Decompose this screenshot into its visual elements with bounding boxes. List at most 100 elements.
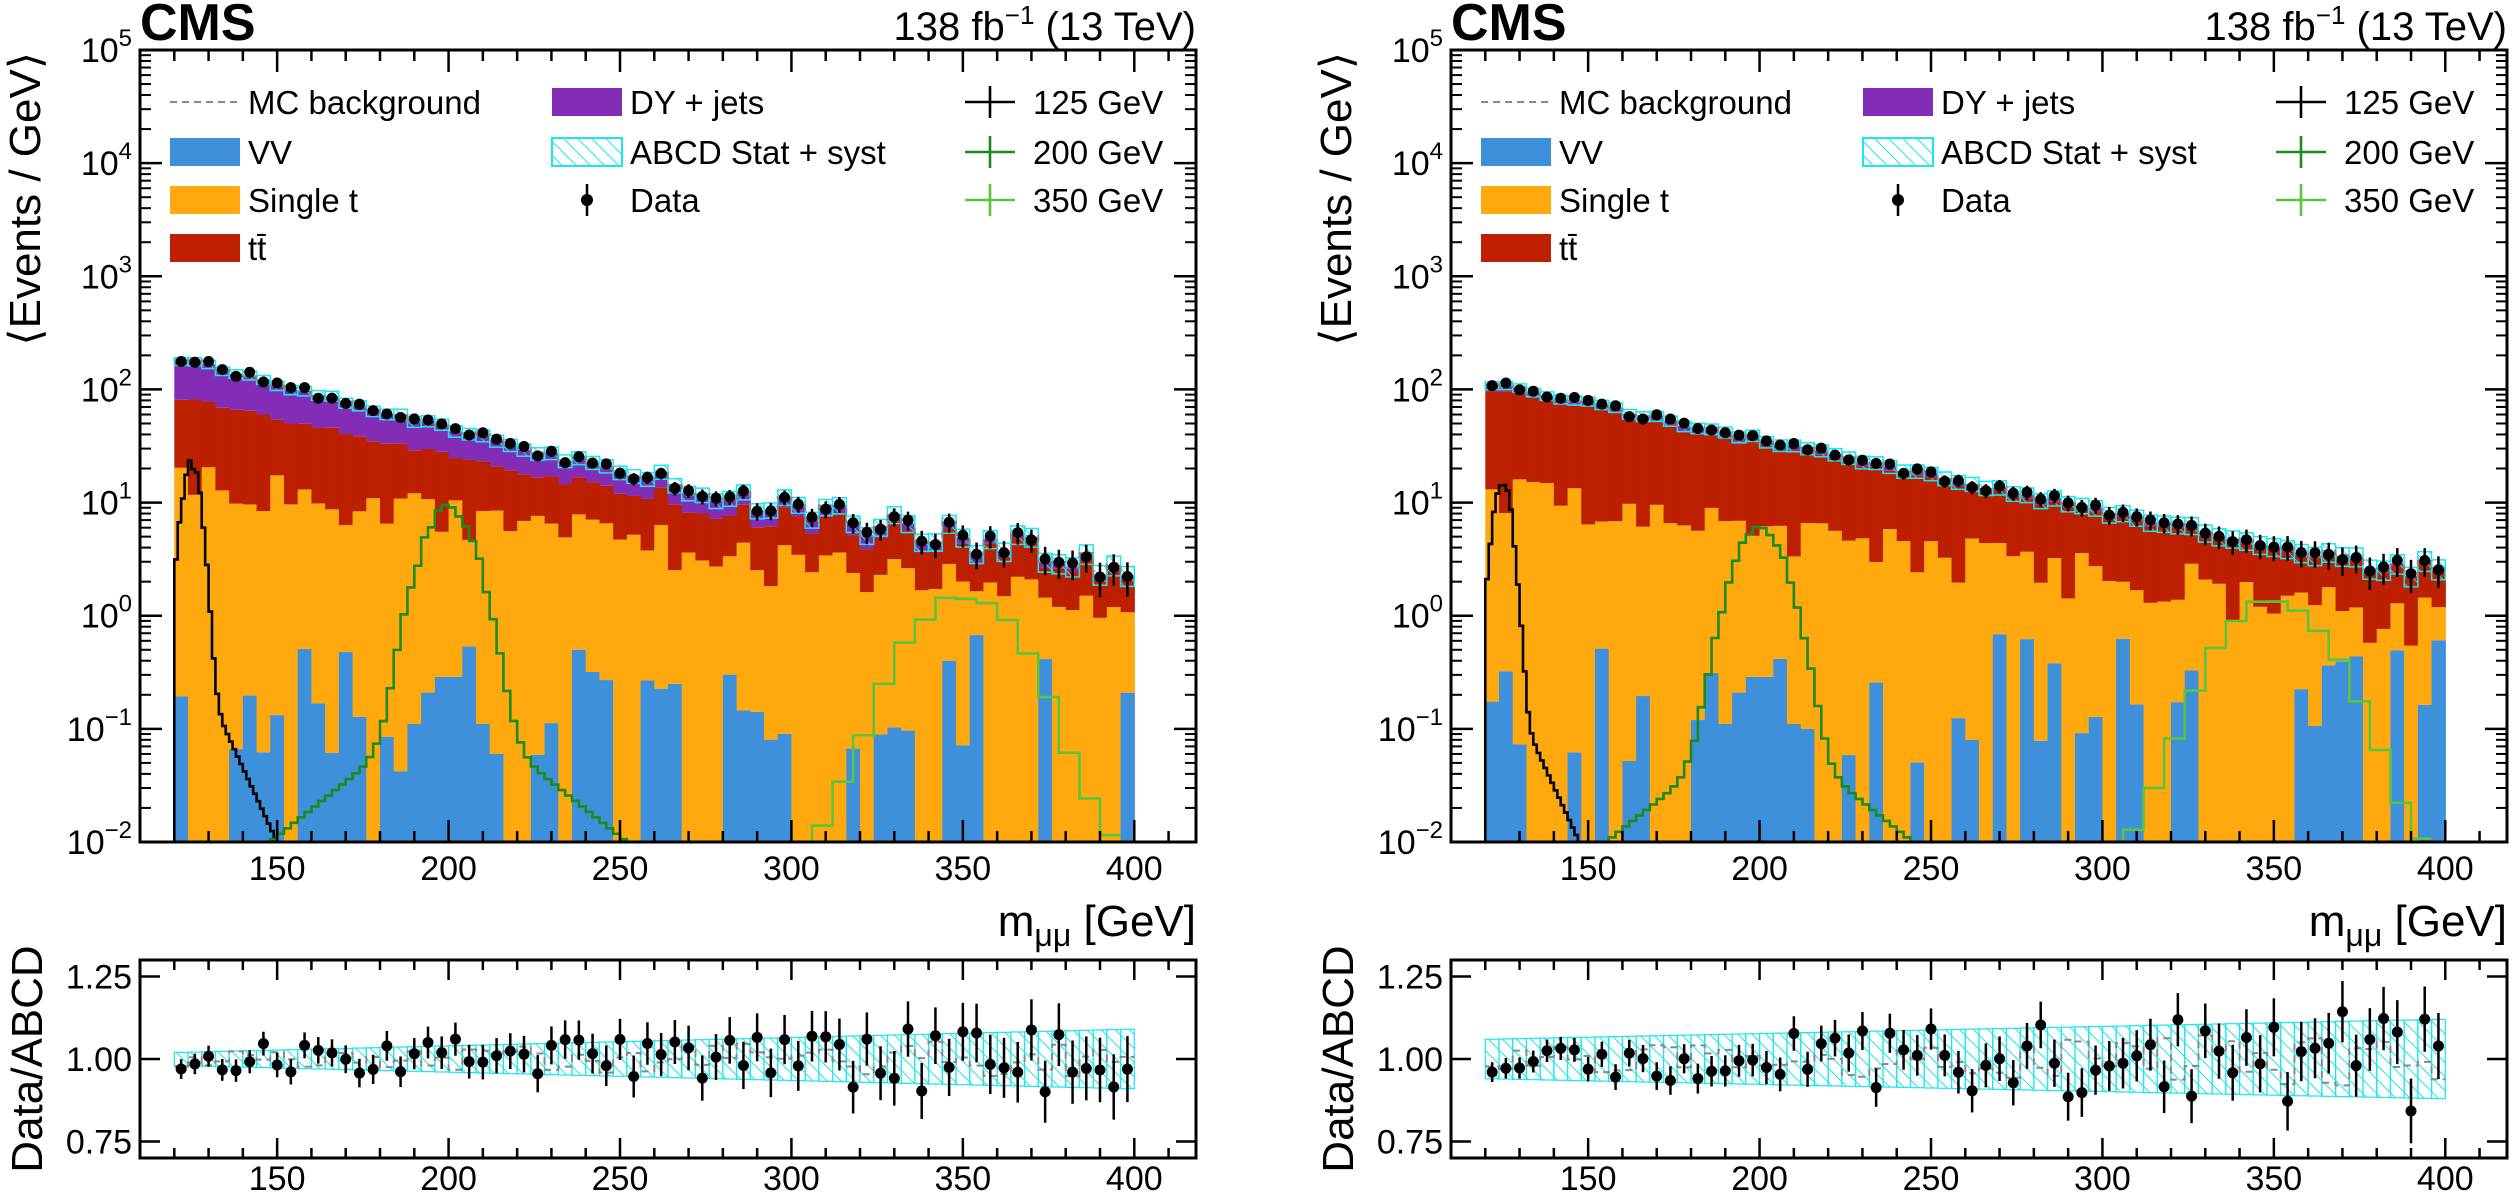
bar-ttbar (873, 537, 889, 575)
data-point (1596, 398, 1608, 410)
bar-vv (1120, 692, 1135, 842)
bar-single_t (914, 590, 930, 842)
data-point (929, 538, 941, 550)
data-point (1094, 571, 1106, 583)
ratio-y-tick-label: 0.75 (66, 1124, 132, 1162)
ratio-point (326, 1047, 338, 1059)
bar-ttbar (914, 551, 930, 591)
bar-single_t (1937, 557, 1953, 842)
bar-vv (2047, 663, 2062, 842)
ratio-point (408, 1048, 420, 1060)
ratio-layer: 0.75 1.00 1.25 150 200 250 300 350 400 Data/ABCD (3, 945, 1198, 1194)
ratio-point (436, 1047, 448, 1059)
bar-single_t (1567, 488, 1582, 753)
bar-vv (311, 703, 326, 842)
data-point (587, 457, 599, 469)
bar-single_t (284, 504, 299, 842)
bar-vv (1691, 720, 1706, 842)
bar-ttbar (2047, 501, 2062, 559)
bar-ttbar (2075, 508, 2090, 554)
bar-vv (1800, 729, 1816, 842)
bar-ttbar (1553, 404, 1569, 506)
bar-dy (338, 402, 354, 435)
ratio-point (2144, 1039, 2156, 1051)
bar-ttbar (2006, 497, 2021, 557)
ratio-point (203, 1050, 215, 1062)
bar-ttbar (654, 487, 669, 526)
data-point (669, 482, 681, 494)
bar-vv (969, 635, 985, 842)
bar-ttbar (613, 493, 628, 540)
ratio-point (779, 1034, 791, 1046)
bar-dy (407, 421, 422, 451)
bar-dy (311, 395, 326, 428)
data-point (2282, 541, 2294, 553)
bar-ttbar (338, 434, 354, 526)
ratio-point (353, 1067, 365, 1079)
bar-single_t (750, 570, 765, 712)
data-point (737, 485, 749, 497)
bar-dy (215, 371, 230, 408)
bar-single_t (2088, 566, 2104, 718)
bar-single_t (2171, 599, 2186, 703)
cms-label: CMS (1451, 0, 1567, 52)
y-tick-label: 101 (81, 478, 132, 523)
data-point (696, 490, 708, 502)
bar-vv (325, 752, 340, 842)
signal-350-line (2121, 600, 2432, 842)
bar-ttbar (969, 562, 985, 592)
legend-swatch-ttbar (170, 234, 240, 262)
bar-single_t (1896, 541, 1912, 842)
data-point (2062, 497, 2074, 509)
ratio-point (1719, 1065, 1731, 1077)
bar-ttbar (1079, 556, 1094, 596)
ratio-point (888, 1072, 900, 1084)
bar-vv (1595, 648, 1610, 842)
data-point (943, 516, 955, 528)
bar-vv (2129, 704, 2145, 842)
legend-label-sig350: 350 GeV (2344, 182, 2474, 219)
bar-ttbar (2129, 520, 2145, 591)
data-point (820, 503, 832, 515)
right-panel: 10−2 10−1 100 101 102 103 104 105 150 200 250 300 35… (1312, 0, 2509, 1194)
ratio-point (943, 1061, 955, 1073)
ratio-point (1980, 1059, 1992, 1071)
bar-single_t (695, 560, 710, 842)
data-point (984, 530, 996, 542)
bar-ttbar (380, 443, 395, 524)
mc-background-line (1485, 383, 2446, 578)
bar-vv (1869, 682, 1884, 842)
x-tick-label: 250 (1903, 850, 1960, 888)
bar-vv (434, 676, 450, 842)
ratio-point (998, 1062, 1010, 1074)
bar-vv (380, 736, 395, 842)
bar-single_t (2335, 611, 2350, 662)
data-point (1829, 449, 1841, 461)
bar-single_t (764, 586, 779, 740)
data-point (395, 411, 407, 423)
left-panel: 10−2 10−1 100 101 102 103 104 105 150 200 250 300 35… (1, 0, 1198, 1194)
bar-single_t (2020, 551, 2035, 640)
data-layer (175, 355, 1133, 598)
ratio-point (765, 1067, 777, 1079)
data-point (203, 356, 215, 368)
data-point (477, 427, 489, 439)
bar-ttbar (1814, 454, 1829, 524)
bar-single_t (599, 523, 614, 681)
legend-swatch-vv (1481, 138, 1551, 166)
legend-label-vv: VV (248, 134, 292, 171)
ratio-point (2103, 1060, 2115, 1072)
bar-single_t (2294, 592, 2309, 690)
y-tick-label: 104 (81, 138, 132, 183)
data-point (2213, 530, 2225, 542)
ratio-point (1582, 1063, 1594, 1075)
data-point (1678, 417, 1690, 429)
legend-label-single_t: Single t (248, 182, 358, 219)
bar-single_t (1595, 521, 1610, 649)
ratio-point (532, 1068, 544, 1080)
bar-vv (1038, 659, 1053, 842)
bar-single_t (956, 581, 971, 746)
bar-vv (668, 683, 683, 842)
bar-ttbar (311, 427, 326, 504)
ratio-point (1568, 1044, 1580, 1056)
